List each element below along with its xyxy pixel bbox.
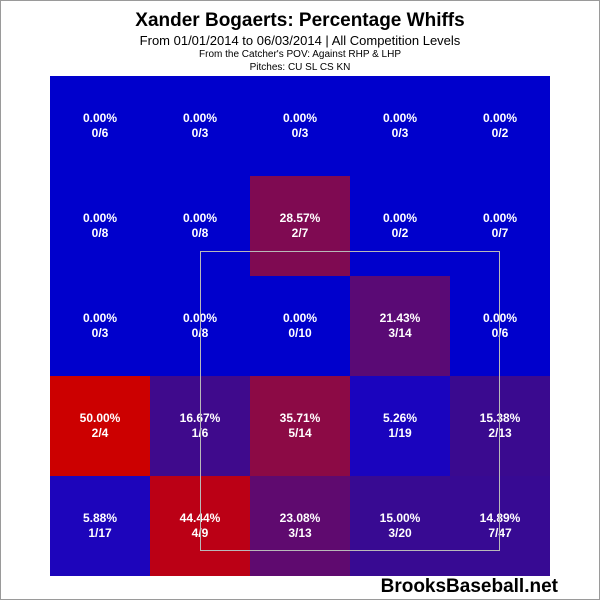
cell-ratio: 2/13 [488, 426, 512, 440]
cell-percentage: 28.57% [279, 211, 321, 225]
heatmap-cell-r5-c4: 15.00% 3/20 [350, 476, 450, 576]
heatmap-cell-r4-c4: 5.26% 1/19 [350, 376, 450, 476]
cell-ratio: 0/6 [491, 326, 509, 340]
heatmap-cell-r5-c2: 44.44% 4/9 [150, 476, 250, 576]
cell-percentage: 14.89% [479, 511, 521, 525]
heatmap-cell-r1-c5: 0.00% 0/2 [450, 76, 550, 176]
cell-percentage: 44.44% [179, 511, 221, 525]
heatmap-grid: 0.00% 0/6 0.00% 0/3 0.00% 0/3 0.00% 0/3 0.00% 0/2… [50, 76, 550, 576]
cell-percentage: 21.43% [379, 311, 421, 325]
cell-percentage: 5.88% [82, 511, 118, 525]
cell-percentage: 0.00% [82, 111, 118, 125]
heatmap-cell-r1-c3: 0.00% 0/3 [250, 76, 350, 176]
cell-percentage: 0.00% [282, 311, 318, 325]
cell-percentage: 16.67% [179, 411, 221, 425]
cell-ratio: 0/7 [491, 226, 509, 240]
cell-ratio: 3/14 [388, 326, 412, 340]
cell-percentage: 35.71% [279, 411, 321, 425]
cell-percentage: 5.26% [382, 411, 418, 425]
cell-ratio: 0/8 [91, 226, 109, 240]
heatmap-cell-r2-c5: 0.00% 0/7 [450, 176, 550, 276]
cell-ratio: 3/13 [288, 526, 312, 540]
cell-ratio: 2/7 [291, 226, 309, 240]
heatmap-cell-r5-c3: 23.08% 3/13 [250, 476, 350, 576]
cell-ratio: 0/3 [91, 326, 109, 340]
heatmap-cell-r1-c4: 0.00% 0/3 [350, 76, 450, 176]
heatmap-cell-r1-c1: 0.00% 0/6 [50, 76, 150, 176]
cell-ratio: 3/20 [388, 526, 412, 540]
cell-ratio: 4/9 [191, 526, 209, 540]
heatmap-cell-r4-c1: 50.00% 2/4 [50, 376, 150, 476]
cell-percentage: 0.00% [482, 311, 518, 325]
cell-percentage: 0.00% [182, 211, 218, 225]
heatmap-cell-r2-c1: 0.00% 0/8 [50, 176, 150, 276]
cell-ratio: 1/6 [191, 426, 209, 440]
cell-ratio: 5/14 [288, 426, 312, 440]
heatmap-cell-r4-c2: 16.67% 1/6 [150, 376, 250, 476]
cell-ratio: 0/10 [288, 326, 312, 340]
watermark: BrooksBaseball.net [380, 576, 558, 597]
cell-ratio: 0/6 [91, 126, 109, 140]
cell-percentage: 0.00% [82, 211, 118, 225]
chart-pitches-line: Pitches: CU SL CS KN [249, 62, 351, 73]
heatmap-cell-r3-c2: 0.00% 0/8 [150, 276, 250, 376]
cell-ratio: 1/17 [88, 526, 112, 540]
cell-percentage: 0.00% [182, 111, 218, 125]
cell-percentage: 0.00% [82, 311, 118, 325]
cell-percentage: 0.00% [182, 311, 218, 325]
heatmap-cell-r4-c5: 15.38% 2/13 [450, 376, 550, 476]
cell-ratio: 0/3 [191, 126, 209, 140]
heatmap-cell-r2-c2: 0.00% 0/8 [150, 176, 250, 276]
heatmap-cell-r5-c1: 5.88% 1/17 [50, 476, 150, 576]
heatmap-cell-r3-c5: 0.00% 0/6 [450, 276, 550, 376]
cell-percentage: 0.00% [382, 111, 418, 125]
cell-percentage: 15.38% [479, 411, 521, 425]
cell-percentage: 0.00% [482, 211, 518, 225]
heatmap-cell-r3-c4: 21.43% 3/14 [350, 276, 450, 376]
heatmap-cell-r4-c3: 35.71% 5/14 [250, 376, 350, 476]
chart-subtitle: From 01/01/2014 to 06/03/2014 | All Comp… [139, 33, 461, 48]
cell-ratio: 0/8 [191, 226, 209, 240]
heatmap-cell-r2-c3: 28.57% 2/7 [250, 176, 350, 276]
cell-percentage: 0.00% [382, 211, 418, 225]
heatmap-cell-r3-c3: 0.00% 0/10 [250, 276, 350, 376]
chart-pov-line: From the Catcher's POV: Against RHP & LH… [199, 49, 401, 60]
cell-ratio: 0/2 [491, 126, 509, 140]
cell-ratio: 0/2 [391, 226, 409, 240]
cell-percentage: 0.00% [282, 111, 318, 125]
chart-title: Xander Bogaerts: Percentage Whiffs [135, 10, 465, 31]
cell-ratio: 0/8 [191, 326, 209, 340]
cell-percentage: 0.00% [482, 111, 518, 125]
cell-percentage: 23.08% [279, 511, 321, 525]
heatmap-cell-r2-c4: 0.00% 0/2 [350, 176, 450, 276]
cell-ratio: 2/4 [91, 426, 109, 440]
heatmap-cell-r1-c2: 0.00% 0/3 [150, 76, 250, 176]
heatmap-cell-r5-c5: 14.89% 7/47 [450, 476, 550, 576]
cell-ratio: 0/3 [291, 126, 309, 140]
heatmap-cell-r3-c1: 0.00% 0/3 [50, 276, 150, 376]
cell-ratio: 7/47 [488, 526, 512, 540]
cell-ratio: 1/19 [388, 426, 412, 440]
cell-percentage: 15.00% [379, 511, 421, 525]
cell-ratio: 0/3 [391, 126, 409, 140]
cell-percentage: 50.00% [79, 411, 121, 425]
